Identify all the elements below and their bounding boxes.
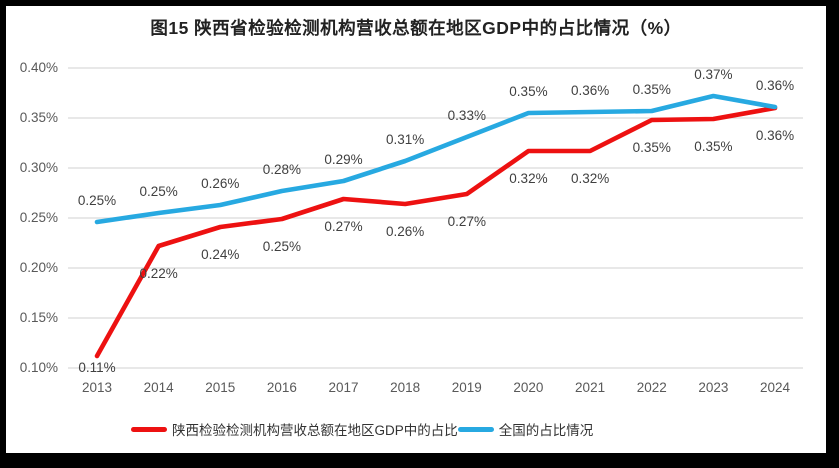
data-label-shaanxi: 0.24%	[201, 247, 240, 262]
series-line-shaanxi	[94, 105, 778, 359]
data-label-national: 0.35%	[509, 84, 548, 99]
data-label-national: 0.37%	[694, 67, 733, 82]
data-label-national: 0.26%	[201, 176, 240, 191]
data-label-shaanxi: 0.32%	[570, 171, 610, 186]
data-label-national: 0.29%	[324, 152, 363, 167]
data-label-shaanxi: 0.25%	[262, 239, 302, 254]
x-axis-tick-label: 2014	[143, 380, 174, 395]
data-label-shaanxi: 0.36%	[755, 128, 795, 143]
data-label-shaanxi: 0.35%	[694, 139, 733, 154]
data-label-national: 0.36%	[755, 78, 795, 93]
x-axis-tick-label: 2019	[451, 380, 482, 395]
x-axis-tick-label: 2022	[636, 380, 667, 395]
data-label-national: 0.36%	[570, 83, 610, 98]
data-label-shaanxi: 0.27%	[447, 214, 486, 229]
x-axis-tick-label: 2020	[513, 380, 544, 395]
data-label-shaanxi: 0.22%	[139, 266, 178, 281]
chart-legend: 陕西检验检测机构营收总额在地区GDP中的占比 全国的占比情况	[131, 420, 593, 438]
legend-item-national: 全国的占比情况	[457, 419, 594, 439]
x-axis-tick-label: 2016	[266, 380, 297, 395]
x-axis-tick-label: 2013	[81, 380, 113, 395]
x-axis-tick-label: 2021	[575, 380, 606, 395]
legend-label-national: 全国的占比情况	[498, 423, 594, 438]
legend-swatch-red-line	[131, 426, 167, 432]
data-label-national: 0.31%	[386, 132, 425, 147]
y-axis-tick-label: 0.20%	[19, 260, 58, 275]
data-label-shaanxi: 0.27%	[324, 219, 363, 234]
y-axis-tick-label: 0.40%	[19, 60, 58, 75]
x-axis-tick-label: 2017	[328, 380, 359, 395]
data-label-national: 0.25%	[139, 184, 178, 199]
y-axis-tick-label: 0.10%	[19, 360, 58, 375]
data-label-shaanxi: 0.11%	[78, 360, 116, 375]
data-label-national: 0.28%	[262, 162, 302, 177]
legend-label-shaanxi: 陕西检验检测机构营收总额在地区GDP中的占比	[172, 423, 458, 438]
chart-title: 图15 陕西省检验检测机构营收总额在地区GDP中的占比情况（%）	[150, 18, 682, 38]
x-axis-tick-label: 2018	[390, 380, 421, 395]
x-axis-tick-label: 2024	[759, 380, 790, 395]
data-label-national: 0.33%	[447, 108, 486, 123]
series-line-national	[94, 93, 778, 225]
y-axis-tick-label: 0.35%	[19, 110, 58, 125]
y-axis-tick-label: 0.30%	[19, 160, 58, 175]
data-label-national: 0.25%	[77, 193, 117, 208]
y-axis-tick-label: 0.15%	[19, 310, 58, 325]
data-label-national: 0.35%	[632, 82, 671, 97]
data-label-shaanxi: 0.26%	[386, 224, 425, 239]
data-label-shaanxi: 0.32%	[509, 171, 548, 186]
data-label-shaanxi: 0.35%	[632, 140, 671, 155]
x-axis-tick-label: 2023	[698, 380, 729, 395]
legend-swatch-blue-line	[457, 426, 494, 432]
chart-canvas	[6, 6, 826, 453]
x-axis-tick-label: 2015	[205, 380, 236, 395]
y-axis-tick-label: 0.25%	[19, 210, 58, 225]
legend-item-shaanxi: 陕西检验检测机构营收总额在地区GDP中的占比	[131, 419, 458, 439]
